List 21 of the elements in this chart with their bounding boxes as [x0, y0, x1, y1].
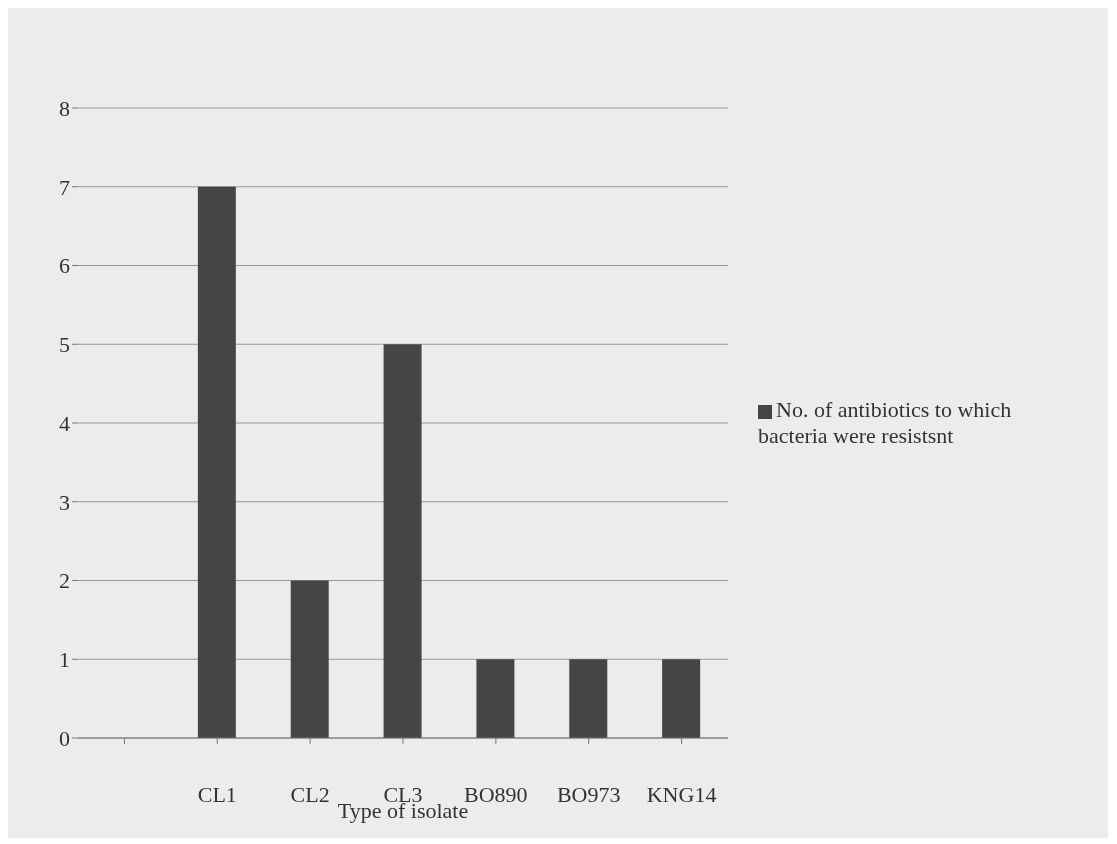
bar [662, 659, 701, 738]
y-tick-label: 2 [59, 568, 70, 594]
y-tick-label: 3 [59, 489, 70, 515]
y-tick-label: 4 [59, 410, 70, 436]
y-tick-label: 7 [59, 174, 70, 200]
bar [569, 659, 608, 738]
bar [197, 186, 236, 738]
bar [476, 659, 515, 738]
x-tick-label: BO890 [464, 781, 528, 807]
y-tick-label: 1 [59, 647, 70, 673]
y-tick-label: 5 [59, 332, 70, 358]
x-tick-label: CL2 [290, 781, 330, 807]
y-tick-label: 0 [59, 725, 70, 751]
y-tick-label: 6 [59, 253, 70, 279]
legend-label: No. of antibiotics to which bacteria were resistsnt [758, 397, 1012, 448]
x-tick-label: BO973 [556, 781, 621, 807]
y-tick-label: 8 [59, 95, 70, 121]
bar [383, 344, 422, 738]
x-tick-label: KNG14 [646, 781, 717, 807]
bar [290, 580, 329, 738]
x-tick-label: CL1 [197, 781, 237, 807]
